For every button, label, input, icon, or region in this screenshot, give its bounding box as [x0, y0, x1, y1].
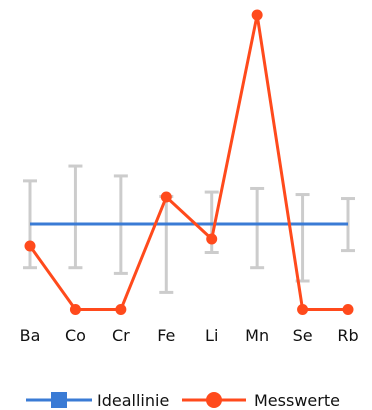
- messwerte-line: [28, 13, 348, 311]
- legend-messwerte-marker: [206, 392, 222, 408]
- x-tick-label: Se: [293, 326, 313, 345]
- messwerte-point-se: [297, 304, 309, 315]
- x-tick-label: Ba: [20, 326, 41, 345]
- legend: Ideallinie Messwerte: [26, 391, 340, 410]
- legend-item-ideallinie[interactable]: Ideallinie: [26, 391, 169, 410]
- x-tick-label: Fe: [157, 326, 175, 345]
- messwerte-point-ba: [24, 240, 36, 252]
- messwerte-point-cr: [115, 304, 127, 315]
- messwerte-point-co: [69, 304, 81, 315]
- legend-item-messwerte[interactable]: Messwerte: [182, 391, 340, 410]
- messwerte-point-mn: [251, 9, 263, 21]
- legend-ideallinie-label: Ideallinie: [97, 391, 169, 410]
- error-bar-co: [68, 164, 83, 270]
- x-tick-label: Co: [65, 326, 86, 345]
- legend-ideallinie-marker: [51, 392, 67, 408]
- x-tick-label: Mn: [245, 326, 269, 345]
- error-bar-mn: [250, 186, 265, 270]
- x-tick-label: Cr: [112, 326, 130, 345]
- x-tick-labels: Ba Co Cr Fe Li Mn Se Rb: [20, 326, 359, 345]
- messwerte-point-li: [206, 233, 218, 245]
- measured-series: [24, 9, 354, 315]
- error-bars: [23, 164, 355, 294]
- messwerte-point-fe: [160, 191, 172, 203]
- messwerte-point-rb: [342, 304, 354, 315]
- x-tick-label: Li: [205, 326, 218, 345]
- x-tick-label: Rb: [337, 326, 358, 345]
- legend-messwerte-label: Messwerte: [254, 391, 340, 410]
